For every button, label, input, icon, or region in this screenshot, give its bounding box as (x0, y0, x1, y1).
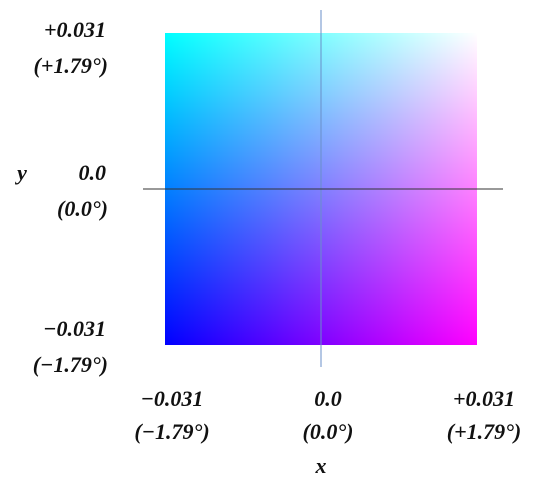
x-axis-label: x (315, 453, 327, 478)
x-tick-label: +0.031 (453, 386, 515, 411)
y-tick-label: +0.031 (44, 17, 106, 42)
x-tick-degree-label: (+1.79°) (447, 419, 522, 444)
y-tick-label: 0.0 (79, 160, 107, 185)
x-tick-degree-label: (0.0°) (303, 419, 354, 444)
y-tick-degree-label: (−1.79°) (33, 352, 108, 377)
x-tick-label: −0.031 (141, 386, 204, 411)
y-axis-label: y (14, 160, 27, 185)
y-tick-degree-label: (0.0°) (57, 196, 108, 221)
y-tick-degree-label: (+1.79°) (34, 53, 109, 78)
y-tick-label: −0.031 (43, 316, 106, 341)
x-tick-degree-label: (−1.79°) (134, 419, 209, 444)
x-tick-label: 0.0 (314, 386, 342, 411)
